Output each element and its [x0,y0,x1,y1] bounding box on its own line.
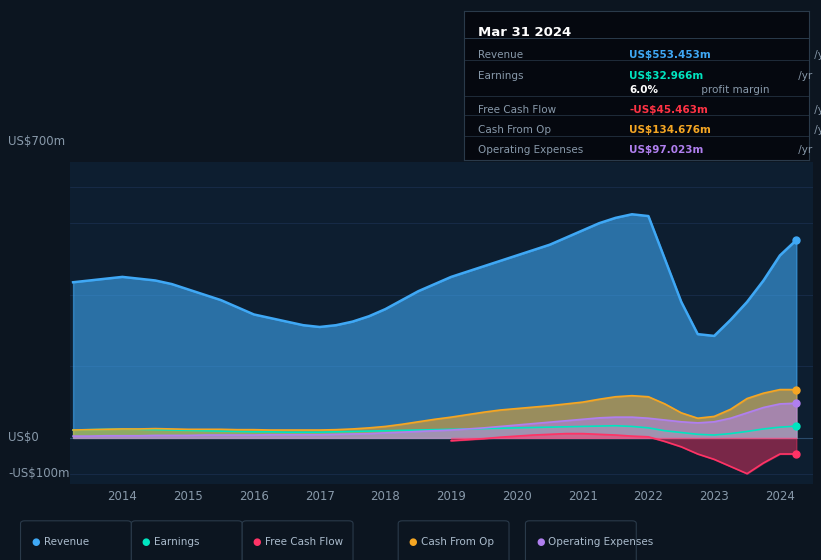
Text: US$97.023m: US$97.023m [630,145,704,155]
Text: Operating Expenses: Operating Expenses [478,145,583,155]
Text: US$553.453m: US$553.453m [630,50,711,60]
Text: US$134.676m: US$134.676m [630,125,711,136]
Text: Mar 31 2024: Mar 31 2024 [478,26,571,39]
Text: /yr: /yr [811,50,821,60]
Text: Operating Expenses: Operating Expenses [548,536,654,547]
Text: /yr: /yr [795,71,812,81]
Text: US$32.966m: US$32.966m [630,71,704,81]
Text: US$0: US$0 [8,431,39,445]
Text: Revenue: Revenue [44,536,89,547]
Text: Earnings: Earnings [154,536,200,547]
Text: profit margin: profit margin [699,86,770,95]
Text: -US$100m: -US$100m [8,467,70,480]
Text: -US$45.463m: -US$45.463m [630,105,709,115]
Text: ●: ● [536,536,544,547]
Text: ●: ● [253,536,261,547]
Text: /yr: /yr [811,105,821,115]
Text: ●: ● [142,536,150,547]
Text: /yr: /yr [795,145,812,155]
Text: Cash From Op: Cash From Op [421,536,494,547]
Text: 6.0%: 6.0% [630,86,658,95]
Text: Revenue: Revenue [478,50,523,60]
Text: Free Cash Flow: Free Cash Flow [265,536,343,547]
Text: Cash From Op: Cash From Op [478,125,551,136]
Text: ●: ● [31,536,39,547]
Text: US$700m: US$700m [8,136,66,148]
Text: Free Cash Flow: Free Cash Flow [478,105,556,115]
Text: Earnings: Earnings [478,71,523,81]
Text: /yr: /yr [811,125,821,136]
Text: ●: ● [409,536,417,547]
